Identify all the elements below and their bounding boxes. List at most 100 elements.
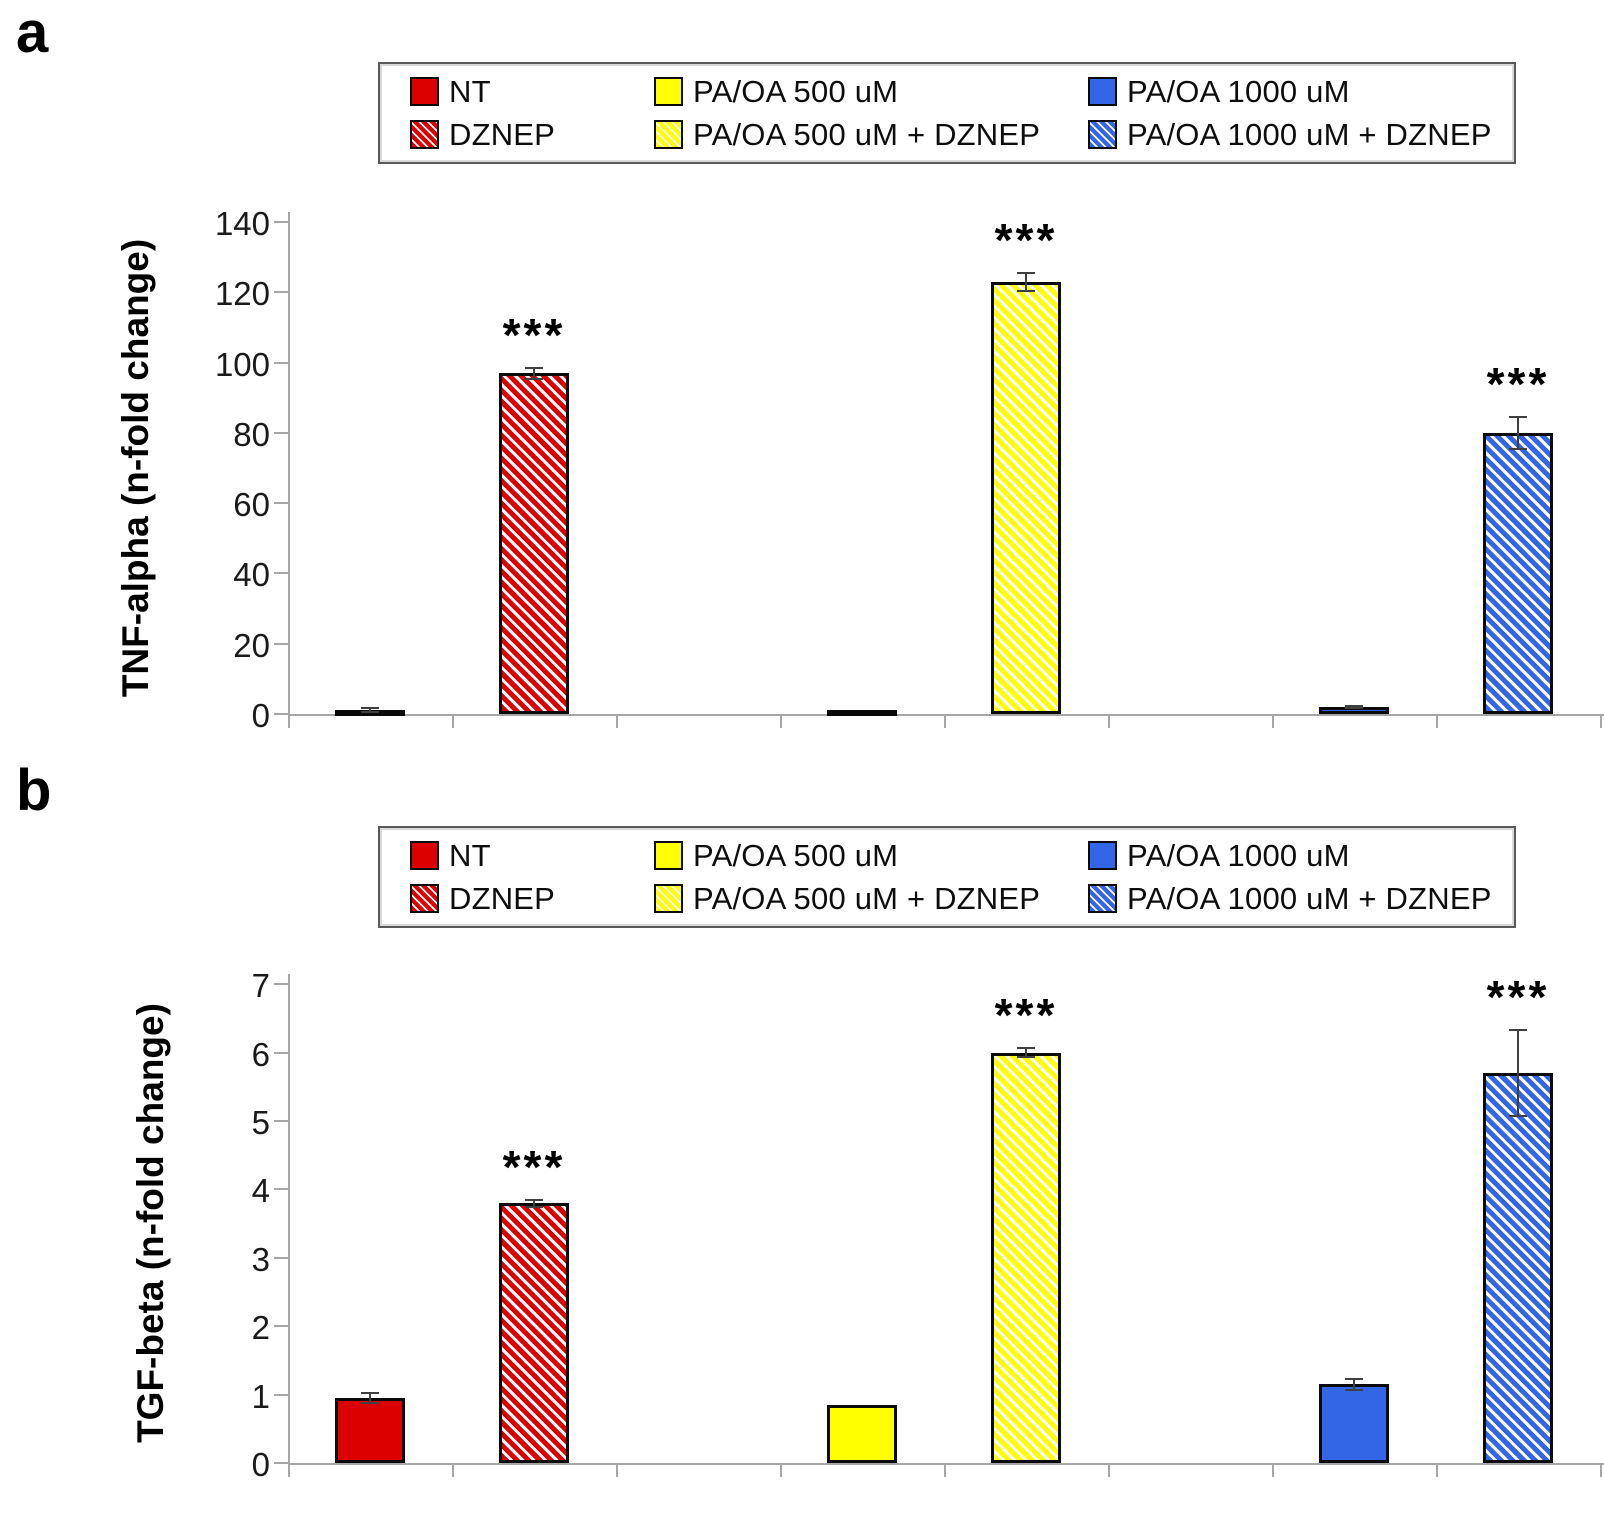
- x-axis-tick: [1600, 1463, 1602, 1477]
- legend-label: PA/OA 500 uM + DZNEP: [693, 880, 1041, 916]
- y-axis-tick: [274, 1188, 290, 1191]
- x-axis-tick: [1272, 1463, 1274, 1477]
- legend-item-pa-oa-1000-um-dznep: PA/OA 1000 uM + DZNEP: [1088, 881, 1514, 917]
- x-axis-tick: [1436, 1463, 1438, 1477]
- legend-label: PA/OA 500 uM: [693, 837, 899, 873]
- solid-swatch-icon: [654, 77, 683, 106]
- legend-label: PA/OA 1000 uM: [1127, 73, 1350, 109]
- hatched-swatch-icon: [410, 884, 439, 913]
- hatched-swatch-icon: [654, 120, 683, 149]
- y-axis-tick: [274, 221, 290, 224]
- y-axis-tick: [274, 431, 290, 434]
- legend-item-pa-oa-1000-um: PA/OA 1000 uM: [1088, 74, 1514, 110]
- x-axis-tick: [1108, 1463, 1110, 1477]
- error-bar-top-cap: [361, 1391, 379, 1394]
- error-bar-bottom-cap: [361, 1402, 379, 1405]
- y-axis-tick: [274, 1325, 290, 1328]
- bar-pa-oa-1000-um-dznep: [1483, 1073, 1553, 1463]
- error-bar-bottom-cap: [1509, 447, 1527, 450]
- legend-panel-b: NT DZNEP PA/OA 500 uM PA/OA 500 uM + DZNEP P…: [378, 826, 1516, 928]
- x-axis-line: [288, 714, 1604, 716]
- error-bar-bottom-cap: [361, 710, 379, 713]
- legend-label: DZNEP: [449, 116, 556, 152]
- legend-item-pa-oa-500-um-dznep: PA/OA 500 uM + DZNEP: [654, 117, 1088, 153]
- error-bar-bottom-cap: [1345, 1388, 1363, 1391]
- bar-dznep: [499, 373, 569, 714]
- x-axis-tick: [1108, 714, 1110, 728]
- y-tick-label: 5: [251, 1104, 270, 1141]
- legend-item-pa-oa-500-um: PA/OA 500 uM: [654, 838, 1088, 874]
- y-tick-label: 20: [233, 626, 270, 664]
- legend-item-pa-oa-500-um-dznep: PA/OA 500 uM + DZNEP: [654, 881, 1088, 917]
- y-axis-tick: [274, 1393, 290, 1396]
- y-tick-label: 3: [251, 1240, 270, 1278]
- bar-dznep: [499, 1203, 569, 1463]
- significance-stars: ***: [502, 1140, 566, 1193]
- error-bar-bottom-cap: [525, 377, 543, 380]
- legend-item-pa-oa-1000-um-dznep: PA/OA 1000 uM + DZNEP: [1088, 117, 1514, 153]
- y-axis-tick: [274, 713, 290, 715]
- legend-label: PA/OA 500 uM + DZNEP: [693, 116, 1041, 152]
- y-axis-line: [288, 974, 290, 1465]
- x-axis-tick: [944, 714, 946, 728]
- legend-label: DZNEP: [449, 880, 556, 916]
- hatched-swatch-icon: [654, 884, 683, 913]
- legend-item-pa-oa-500-um: PA/OA 500 uM: [654, 74, 1088, 110]
- legend-label: NT: [449, 73, 491, 109]
- y-axis-tick: [274, 1120, 290, 1122]
- y-tick-label: 2: [251, 1309, 270, 1347]
- y-axis-tick: [274, 1256, 290, 1259]
- hatched-swatch-icon: [1088, 884, 1117, 913]
- legend-label: PA/OA 1000 uM + DZNEP: [1127, 116, 1492, 152]
- panel-a-label: a: [16, 0, 49, 65]
- error-bar-bottom-cap: [1345, 707, 1363, 710]
- error-bar-top-cap: [1509, 1029, 1527, 1032]
- y-tick-label: 4: [251, 1172, 270, 1210]
- solid-swatch-icon: [410, 841, 439, 870]
- significance-stars: ***: [1486, 971, 1550, 1024]
- x-axis-line: [288, 1463, 1604, 1465]
- error-bar: [533, 367, 535, 379]
- y-axis-tick: [274, 291, 290, 294]
- legend-panel-a: NT DZNEP PA/OA 500 uM PA/OA 500 uM + DZNEP P…: [378, 62, 1516, 164]
- bar-pa-oa-500-um: [827, 710, 897, 716]
- y-tick-label: 1: [251, 1377, 270, 1415]
- y-tick-label: 0: [251, 1446, 270, 1483]
- legend-label: NT: [449, 837, 491, 873]
- x-axis-tick: [288, 1463, 290, 1477]
- y-axis-title-tnf-alpha: TNF-alpha (n-fold change): [115, 238, 156, 698]
- legend-item-pa-oa-1000-um: PA/OA 1000 uM: [1088, 838, 1514, 874]
- error-bar-bottom-cap: [525, 1205, 543, 1208]
- y-axis-tick: [274, 361, 290, 364]
- error-bar-top-cap: [525, 1198, 543, 1201]
- error-bar: [1025, 1047, 1027, 1058]
- error-bar: [533, 1199, 535, 1207]
- error-bar-top-cap: [1345, 704, 1363, 707]
- y-tick-label: 120: [214, 275, 270, 313]
- panel-b-label: b: [16, 758, 52, 823]
- legend-label: PA/OA 1000 uM + DZNEP: [1127, 880, 1492, 916]
- y-tick-label: 7: [251, 967, 270, 1005]
- legend-item-dznep: DZNEP: [410, 117, 654, 153]
- legend-label: PA/OA 1000 uM: [1127, 837, 1350, 873]
- error-bar: [369, 708, 371, 712]
- bar-pa-oa-1000-um: [1319, 1384, 1389, 1463]
- significance-stars: ***: [994, 988, 1058, 1041]
- error-bar-top-cap: [1017, 272, 1035, 275]
- error-bar: [1025, 273, 1027, 291]
- significance-stars: ***: [502, 308, 566, 361]
- bar-pa-oa-500-um-dznep: [991, 281, 1061, 714]
- y-tick-label: 60: [233, 486, 270, 524]
- bar-nt: [335, 1398, 405, 1463]
- y-axis-tick: [274, 983, 290, 986]
- y-axis-tick: [274, 1462, 290, 1464]
- error-bar: [369, 1392, 371, 1404]
- bar-pa-oa-500-um: [827, 1404, 897, 1463]
- hatched-swatch-icon: [1088, 120, 1117, 149]
- error-bar-top-cap: [1017, 1046, 1035, 1049]
- solid-swatch-icon: [410, 77, 439, 106]
- y-axis-tick: [274, 642, 290, 645]
- bar-pa-oa-500-um-dznep: [991, 1052, 1061, 1463]
- solid-swatch-icon: [654, 841, 683, 870]
